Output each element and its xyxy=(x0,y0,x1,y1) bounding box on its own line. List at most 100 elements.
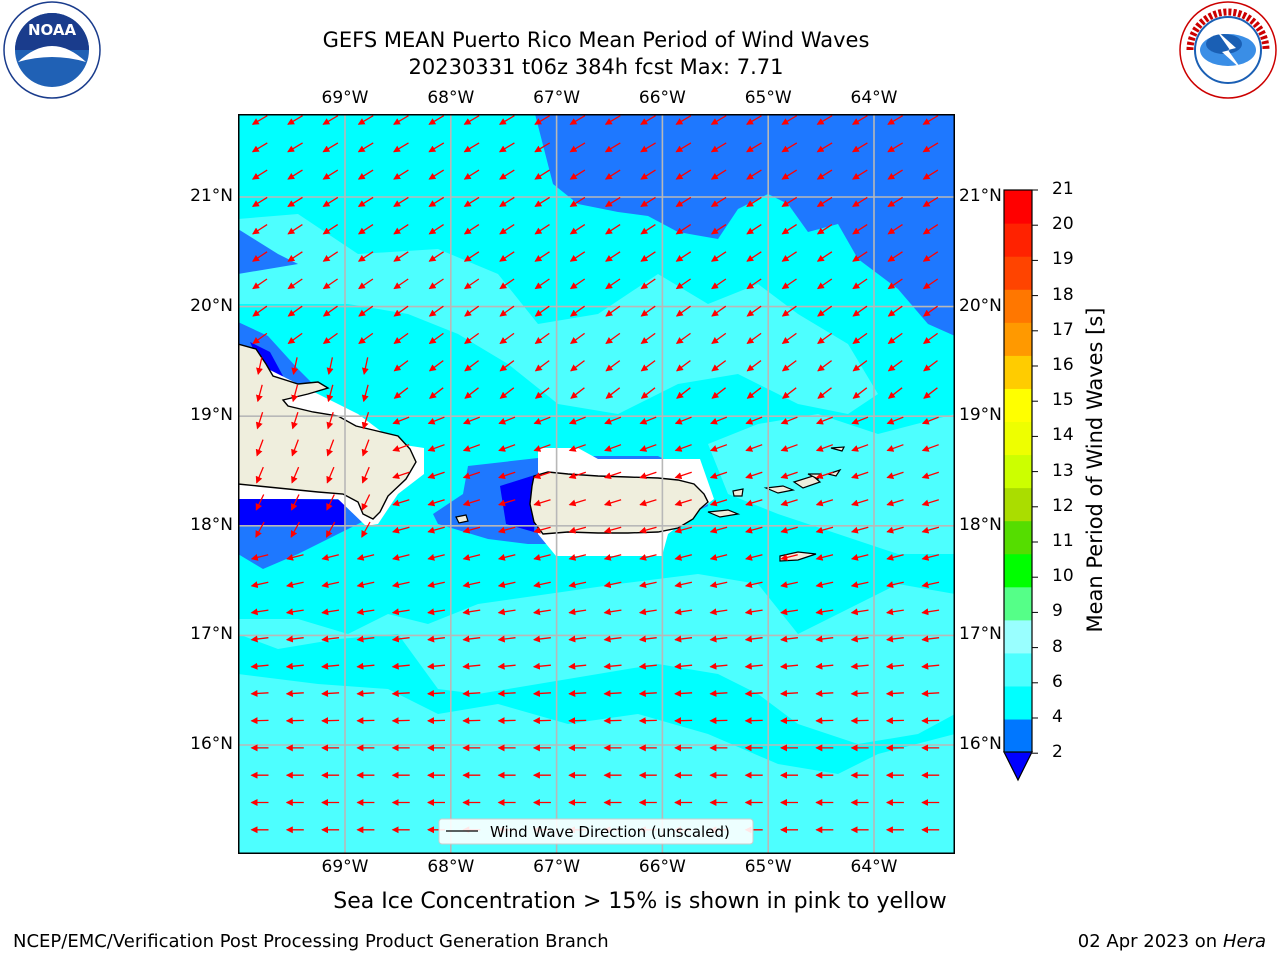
wind-arrow xyxy=(674,662,693,670)
wind-arrow xyxy=(886,416,904,425)
wind-arrow xyxy=(287,305,303,317)
wind-arrow xyxy=(604,444,622,452)
wind-arrow xyxy=(499,224,515,235)
wind-arrow xyxy=(710,251,727,262)
wind-arrow xyxy=(815,526,834,534)
wind-arrow xyxy=(815,689,834,697)
wind-arrow xyxy=(463,169,480,180)
wind-arrow xyxy=(498,444,516,452)
wind-arrow xyxy=(781,224,797,235)
wind-arrow xyxy=(817,387,832,399)
tick-label: 19°N xyxy=(190,405,233,426)
wind-arrow xyxy=(640,278,656,290)
wind-arrow xyxy=(674,499,692,507)
wind-arrow xyxy=(291,439,299,457)
wind-arrow xyxy=(675,360,691,372)
wind-arrow xyxy=(744,608,763,616)
wind-arrow xyxy=(428,224,444,235)
wind-arrow xyxy=(780,554,798,561)
wind-arrow xyxy=(533,499,551,507)
wind-arrow xyxy=(852,387,868,399)
colorbar-extend-triangle xyxy=(1003,751,1033,782)
footer-date-text: 02 Apr 2023 on xyxy=(1077,931,1223,952)
wind-arrow xyxy=(463,196,480,207)
wind-arrows xyxy=(250,115,940,834)
tick-label: 67°W xyxy=(533,857,581,877)
wind-arrow xyxy=(780,526,798,534)
wind-arrow xyxy=(322,332,338,344)
wind-arrow xyxy=(886,444,904,452)
wind-arrow xyxy=(674,471,692,480)
wind-arrow xyxy=(603,554,622,561)
period-zone-light xyxy=(238,574,955,744)
colorbar-segment xyxy=(1004,223,1032,257)
colorbar-segment xyxy=(1004,619,1032,654)
wind-arrow xyxy=(463,251,480,262)
wind-arrow xyxy=(781,251,797,262)
wind-arrow xyxy=(638,608,657,616)
wind-arrow xyxy=(251,115,268,125)
wind-arrow xyxy=(393,360,409,372)
wind-arrow xyxy=(675,196,692,207)
wind-arrow xyxy=(921,444,939,452)
wind-arrow xyxy=(250,608,269,616)
wind-arrow xyxy=(497,608,516,616)
wind-arrow xyxy=(462,689,481,697)
wind-arrow xyxy=(291,412,299,430)
wind-arrow xyxy=(462,499,481,507)
colorbar-tick-label: 20 xyxy=(1052,214,1074,235)
wind-arrow xyxy=(393,278,409,290)
wind-arrow xyxy=(464,305,480,317)
wind-arrow xyxy=(674,581,693,589)
wind-arrow xyxy=(569,278,586,290)
wind-arrow xyxy=(780,635,798,643)
wind-arrow xyxy=(286,581,304,589)
noaa-logo: NOAA xyxy=(3,1,101,99)
colorbar-segment xyxy=(1004,685,1032,720)
wind-arrow xyxy=(852,251,868,262)
wind-arrow xyxy=(709,444,728,452)
wind-arrow xyxy=(428,305,444,317)
wind-arrow xyxy=(851,444,869,452)
wind-arrow xyxy=(852,224,868,235)
wind-arrow xyxy=(322,251,339,262)
wind-arrow xyxy=(533,526,551,534)
map-legend: Wind Wave Direction (unscaled) xyxy=(438,818,754,845)
wind-arrow xyxy=(321,662,340,670)
wind-arrow xyxy=(887,142,904,153)
tick-label: 66°W xyxy=(638,88,686,108)
tick-label: 20°N xyxy=(190,295,233,316)
wind-arrow xyxy=(357,169,374,180)
tick-label: 67°W xyxy=(533,88,581,108)
wind-arrow xyxy=(603,499,622,507)
wind-arrow xyxy=(534,224,550,235)
wind-arrow xyxy=(921,471,940,480)
wind-arrow xyxy=(605,387,621,399)
wind-arrow xyxy=(851,115,868,125)
wind-arrow xyxy=(322,224,339,235)
wind-arrow xyxy=(709,635,728,643)
wind-arrow xyxy=(780,499,798,507)
wind-arrow xyxy=(780,416,798,425)
wind-arrow xyxy=(464,387,479,399)
tick-label: 19°N xyxy=(959,405,1002,426)
tick-label: 64°W xyxy=(850,857,898,877)
wind-arrow xyxy=(886,608,904,616)
wind-arrow xyxy=(291,357,299,375)
wind-arrow xyxy=(568,689,587,697)
wind-arrow xyxy=(923,387,938,399)
wind-arrow xyxy=(852,332,868,344)
wind-arrow xyxy=(251,142,268,153)
wind-arrow xyxy=(250,635,269,643)
wind-arrow xyxy=(285,689,304,697)
wind-arrow xyxy=(886,471,904,480)
wind-arrow xyxy=(886,554,904,561)
wind-arrow xyxy=(604,115,621,125)
wind-arrow xyxy=(361,494,371,511)
wind-arrow xyxy=(321,635,340,643)
wind-arrow xyxy=(887,251,903,262)
wind-arrow xyxy=(497,581,516,589)
wind-arrow xyxy=(427,444,445,452)
tick-label: 16°N xyxy=(190,734,233,754)
wind-arrow xyxy=(250,581,269,589)
